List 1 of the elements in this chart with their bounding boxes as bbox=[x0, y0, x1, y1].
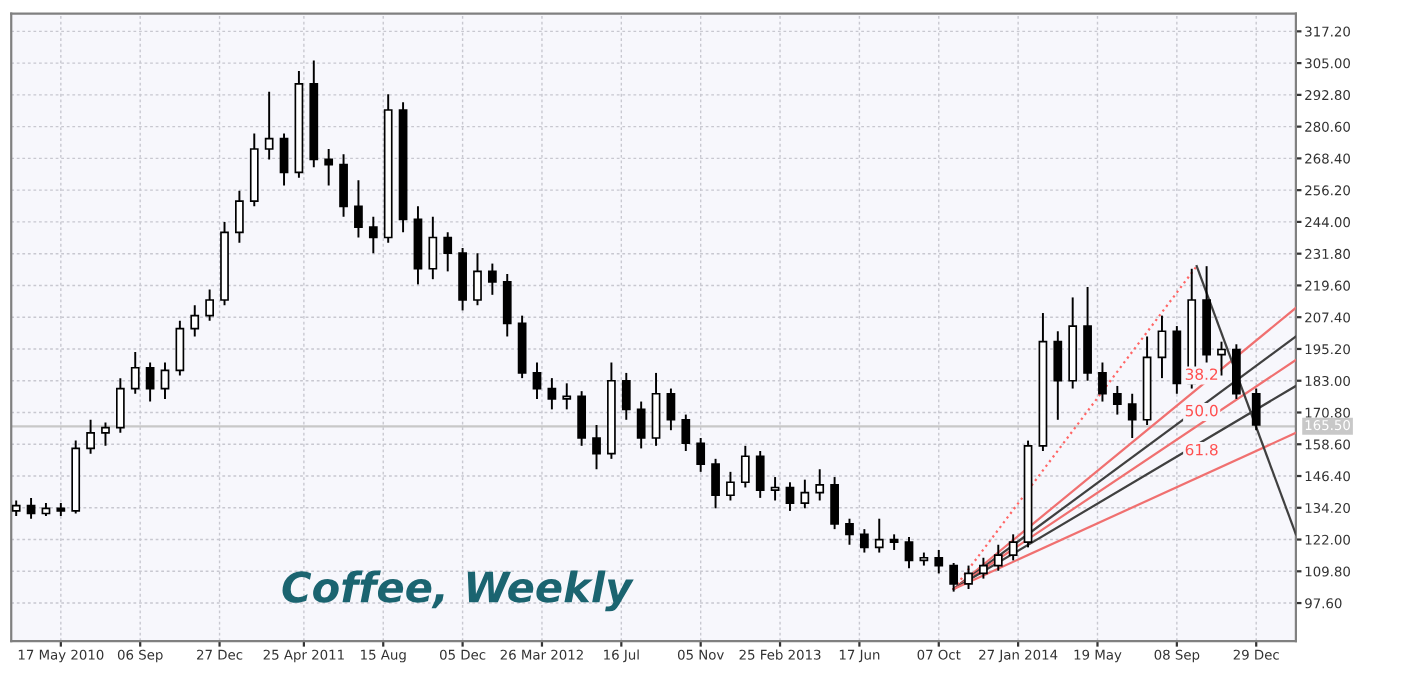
text: Coffee, Weekly bbox=[282, 570, 634, 612]
